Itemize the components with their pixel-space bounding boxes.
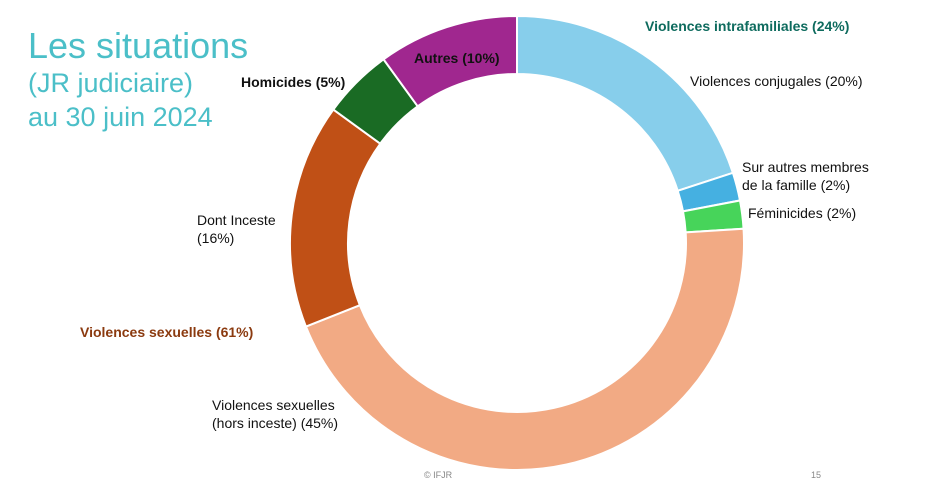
title-line-2: (JR judiciaire) <box>28 68 194 98</box>
donut-slice-3 <box>304 227 745 471</box>
label-line: de la famille (2%) <box>742 177 851 193</box>
label-line: Violences sexuelles <box>212 397 335 413</box>
label-autres-membres: Sur autres membres de la famille (2%) <box>742 158 869 194</box>
group-label-intrafamiliales: Violences intrafamiliales (24%) <box>645 18 850 34</box>
label-hors-inceste: Violences sexuelles (hors inceste) (45%) <box>212 396 338 432</box>
label-line: (16%) <box>197 230 235 246</box>
footer-copyright: © IFJR <box>424 470 453 480</box>
label-line: Dont Inceste <box>197 212 276 228</box>
page-number: 15 <box>811 470 822 480</box>
label-inceste: Dont Inceste (16%) <box>197 211 276 247</box>
slide-title: Les situations (JR judiciaire) au 30 jui… <box>28 26 248 134</box>
label-line: (hors inceste) (45%) <box>212 415 339 431</box>
donut-slice-0 <box>516 14 735 193</box>
donut-slice-4 <box>289 108 382 328</box>
label-feminicides: Féminicides (2%) <box>748 205 857 221</box>
label-line: Sur autres membres <box>742 159 869 175</box>
label-conjugales: Violences conjugales (20%) <box>690 73 863 89</box>
label-homicides: Homicides (5%) <box>241 74 346 90</box>
label-autres: Autres (10%) <box>414 50 500 66</box>
group-label-sexuelles: Violences sexuelles (61%) <box>80 324 254 340</box>
title-line-1: Les situations <box>28 25 249 66</box>
donut-slice-6 <box>382 14 518 108</box>
title-line-3: au 30 juin 2024 <box>28 102 213 132</box>
